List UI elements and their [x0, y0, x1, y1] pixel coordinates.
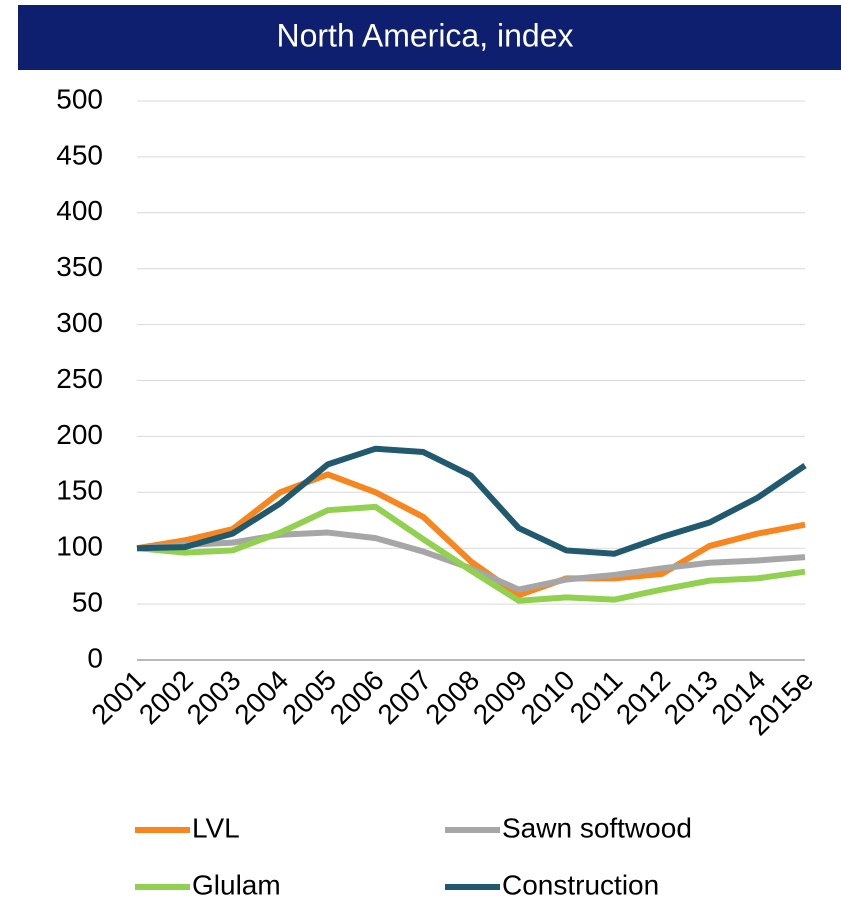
x-tick-label: 2001 [85, 664, 151, 730]
series-line [136, 503, 806, 604]
chart-title: North America, index [276, 17, 573, 53]
x-tick-label: 2012 [610, 664, 676, 730]
y-tick-label: 50 [72, 586, 103, 617]
x-tick-label: 2010 [515, 664, 581, 730]
x-tick-label: 2008 [419, 664, 485, 730]
x-tick-label: 2003 [181, 664, 247, 730]
y-tick-label: 400 [56, 195, 103, 226]
legend-label: Construction [502, 869, 659, 900]
x-tick-label: 2009 [467, 664, 533, 730]
title-bar [18, 5, 841, 70]
y-tick-label: 200 [56, 419, 103, 450]
x-tick-label: 2002 [133, 664, 199, 730]
series-line [136, 445, 807, 557]
x-tick-label: 2006 [324, 664, 390, 730]
series-line [136, 471, 806, 599]
legend-label: Sawn softwood [502, 812, 692, 843]
y-tick-label: 500 [56, 83, 103, 114]
x-tick-label: 2005 [276, 664, 342, 730]
legend-label: LVL [192, 812, 240, 843]
legend-label: Glulam [192, 869, 281, 900]
y-tick-label: 250 [56, 363, 103, 394]
y-tick-label: 350 [56, 251, 103, 282]
x-tick-label: 2013 [658, 664, 724, 730]
y-tick-label: 100 [56, 531, 103, 562]
y-tick-label: 300 [56, 307, 103, 338]
x-tick-label: 2011 [564, 664, 629, 729]
x-tick-label: 2004 [228, 664, 294, 730]
x-tick-label: 2007 [372, 664, 438, 730]
y-tick-label: 150 [56, 475, 103, 506]
y-tick-label: 450 [56, 139, 103, 170]
y-tick-label: 0 [87, 642, 103, 673]
